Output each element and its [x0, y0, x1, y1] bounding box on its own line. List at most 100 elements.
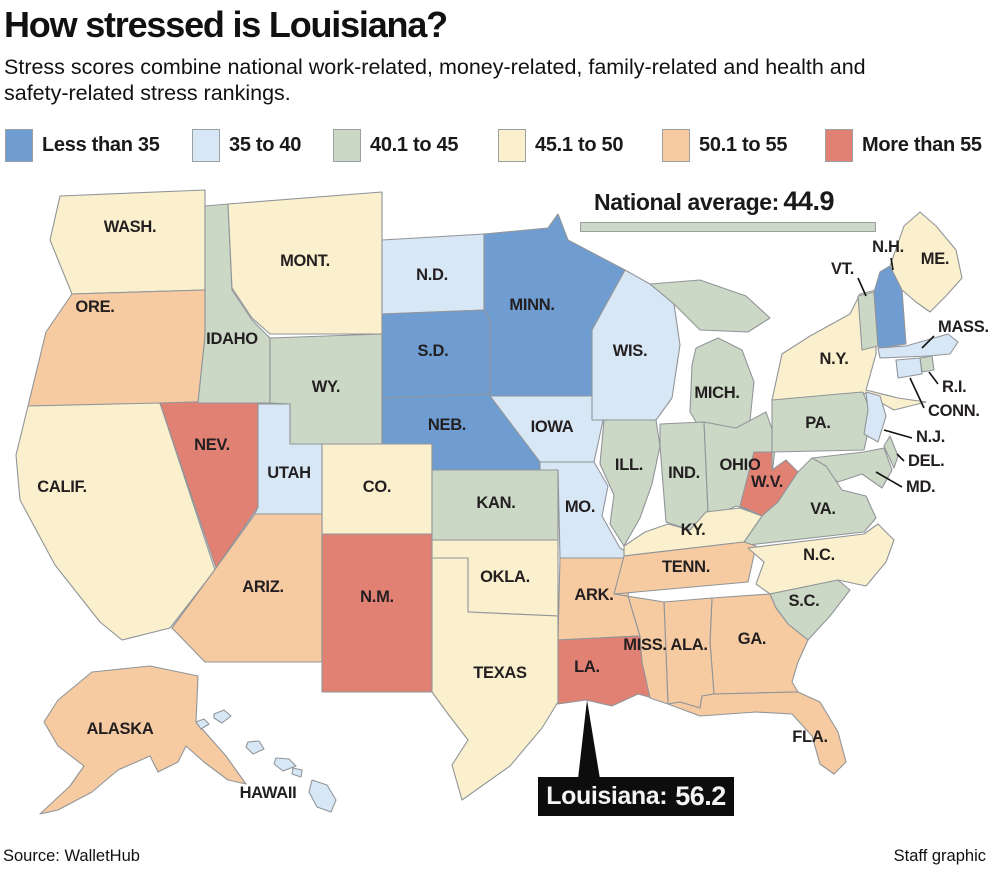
state-TX: [431, 557, 559, 801]
subtitle-line-2: safety-related stress rankings.: [4, 81, 291, 106]
state-label-AZ: ARIZ.: [242, 578, 284, 596]
state-CT: [895, 357, 923, 379]
state-label-IN: IND.: [668, 464, 700, 482]
state-label-WY: WY.: [312, 378, 340, 396]
legend-item-1: Less than 35: [5, 128, 160, 162]
louisiana-pointer: [578, 700, 600, 779]
state-MT: [227, 191, 383, 335]
state-IA: [489, 395, 605, 463]
state-label-DE: DEL.: [908, 452, 944, 470]
leader-line-NH: [890, 257, 894, 271]
leader-line-DE: [896, 453, 905, 462]
state-label-TX: TEXAS: [473, 664, 527, 682]
state-AZ: [171, 513, 323, 663]
national-average-value: 44.9: [783, 186, 834, 216]
louisiana-callout-value: 56.2: [675, 781, 726, 811]
leader-line-VT: [857, 277, 867, 297]
state-FL: [667, 691, 847, 775]
legend-item-5: 50.1 to 55: [662, 128, 787, 162]
legend-label-1: Less than 35: [42, 133, 160, 156]
state-label-MS: MISS.: [623, 636, 666, 654]
state-label-AR: ARK.: [574, 586, 613, 604]
legend: Less than 35 35 to 40 40.1 to 45 45.1 to 50…: [0, 128, 990, 162]
state-label-PA: PA.: [805, 414, 830, 432]
state-NY: [771, 289, 927, 411]
state-CA: [15, 402, 216, 641]
legend-swatch-4: [498, 128, 526, 162]
state-NM: [321, 533, 433, 693]
state-NC: [747, 523, 895, 595]
louisiana-callout-label: Louisiana:: [546, 782, 668, 810]
state-RI: [919, 355, 935, 373]
legend-label-5: 50.1 to 55: [699, 133, 788, 156]
state-label-MO: MO.: [565, 498, 595, 516]
state-label-NV: NEV.: [194, 436, 230, 454]
state-label-VA: VA.: [810, 500, 835, 518]
state-label-GA: GA.: [738, 630, 766, 648]
state-label-CT: CONN.: [928, 402, 980, 420]
state-label-WV: W.V.: [751, 473, 783, 491]
state-HI: [195, 709, 337, 813]
state-label-MD: MD.: [906, 478, 935, 496]
state-label-CO: CO.: [363, 478, 391, 496]
state-AK: [39, 665, 247, 815]
legend-label-2: 35 to 40: [229, 133, 302, 156]
page-title: How stressed is Louisiana?: [4, 4, 448, 45]
state-label-VT: VT.: [831, 260, 854, 278]
state-label-OR: ORE.: [75, 298, 114, 316]
subtitle-line-1: Stress scores combine national work-rela…: [4, 55, 866, 79]
legend-item-3: 40.1 to 45: [333, 128, 458, 162]
state-OR: [27, 289, 206, 407]
legend-item-2: 35 to 40: [192, 128, 301, 162]
louisiana-callout: Louisiana: 56.2: [538, 777, 734, 816]
state-label-NC: N.C.: [803, 546, 835, 564]
state-label-MA: MASS.: [938, 318, 989, 336]
leader-line-MA: [921, 335, 935, 349]
state-label-MI: MICH.: [694, 384, 739, 402]
state-label-NM: N.M.: [360, 588, 394, 606]
state-MS: [613, 593, 669, 705]
legend-label-6: More than 55: [862, 133, 982, 156]
leader-line-RI: [928, 371, 939, 385]
state-label-NH: N.H.: [872, 238, 904, 256]
state-label-AK: ALASKA: [87, 720, 154, 738]
state-label-KS: KAN.: [476, 494, 515, 512]
national-average-label: National average:: [594, 189, 779, 215]
leader-line-NJ: [883, 429, 913, 439]
state-label-CA: CALIF.: [37, 478, 87, 496]
state-WA: [49, 189, 206, 295]
state-TN: [613, 541, 757, 595]
state-label-ME: ME.: [921, 250, 949, 268]
state-label-MT: MONT.: [280, 252, 330, 270]
legend-swatch-1: [5, 128, 33, 162]
subtitle: Stress scores combine national work-rela…: [4, 54, 866, 107]
legend-item-6: More than 55: [825, 128, 982, 162]
state-NH: [873, 265, 907, 349]
state-label-MN: MINN.: [509, 296, 554, 314]
state-label-AL: ALA.: [670, 636, 707, 654]
state-label-IA: IOWA: [531, 418, 574, 436]
state-label-NY: N.Y.: [819, 350, 848, 368]
legend-swatch-5: [662, 128, 690, 162]
state-label-FL: FLA.: [792, 728, 827, 746]
legend-label-3: 40.1 to 45: [370, 133, 459, 156]
staff-credit: Staff graphic: [893, 847, 986, 865]
state-MA: [877, 333, 959, 359]
state-label-LA: LA.: [574, 658, 600, 676]
state-label-KY: KY.: [681, 521, 706, 539]
legend-label-4: 45.1 to 50: [535, 133, 624, 156]
state-label-TN: TENN.: [662, 558, 710, 576]
legend-swatch-3: [333, 128, 361, 162]
state-label-NJ: N.J.: [916, 428, 945, 446]
leader-line-MD: [875, 471, 903, 488]
state-label-SC: S.C.: [789, 592, 820, 610]
state-ME: [889, 211, 963, 313]
national-average-annotation: National average: 44.9: [594, 186, 834, 217]
state-label-IL: ILL.: [615, 456, 643, 474]
state-NJ: [863, 391, 887, 443]
legend-swatch-2: [192, 128, 220, 162]
state-label-HI: HAWAII: [240, 784, 297, 802]
national-average-bar: [580, 222, 876, 232]
legend-swatch-6: [825, 128, 853, 162]
